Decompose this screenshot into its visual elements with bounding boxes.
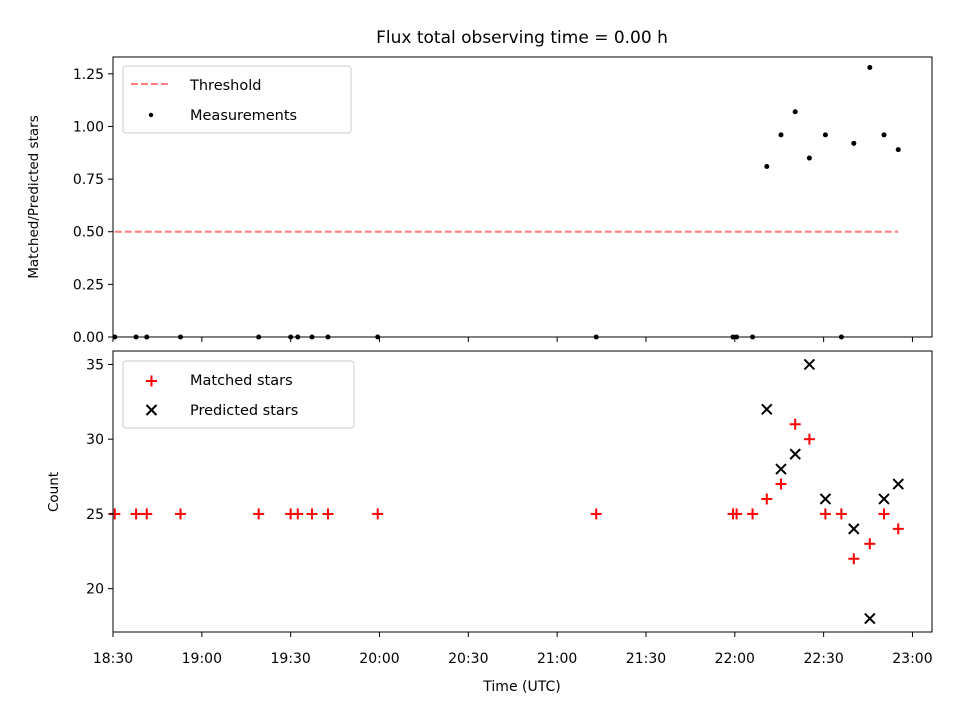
top-y-tick-label: 0.50 (73, 225, 104, 241)
predicted-star-marker (761, 403, 773, 415)
x-tick-label: 19:30 (270, 651, 310, 667)
top-legend-box (122, 65, 352, 134)
matched-star-marker (590, 508, 602, 520)
matched-star-marker (892, 523, 904, 535)
matched-star-marker (803, 433, 815, 445)
bottom-y-tick-label: 30 (86, 432, 104, 448)
x-tick-label: 21:30 (626, 651, 666, 667)
matched-star-marker (747, 508, 759, 520)
predicted-star-marker (803, 358, 816, 371)
bottom-y-tick-label: 25 (86, 507, 104, 523)
x-tick-label: 20:00 (359, 651, 399, 667)
matched-star-marker (789, 418, 801, 430)
predicted-star-marker (892, 478, 904, 490)
threshold-legend-label: Threshold (189, 78, 261, 94)
measurement-point (895, 147, 901, 153)
x-tick-label: 22:00 (715, 651, 755, 667)
bottom-y-ticks: 20 25 30 35 (86, 357, 113, 598)
matched-star-marker (306, 508, 318, 520)
x-tick-label: 21:00 (537, 651, 577, 667)
measurement-point (764, 163, 770, 169)
matched-star-marker (819, 508, 831, 520)
matched-star-marker (731, 508, 743, 520)
bottom-legend-box (122, 360, 355, 429)
matched-star-marker (835, 508, 847, 520)
x-axis-label: Time (UTC) (482, 679, 560, 695)
bottom-legend: Matched stars Predicted stars (122, 360, 355, 429)
matched-star-marker (175, 508, 187, 520)
measurement-point (822, 132, 828, 138)
bottom-subplot: 20 25 30 35 18:30 19:00 19:30 20:00 20:30 21:00 2… (46, 350, 933, 695)
top-y-tick-label: 1.25 (73, 67, 104, 83)
matched-star-marker (292, 508, 304, 520)
predicted-star-marker (878, 493, 890, 505)
predicted-stars-points (761, 358, 904, 625)
matched-legend-swatch (146, 375, 157, 387)
matched-star-marker (141, 508, 153, 520)
bottom-y-label: Count (46, 472, 62, 512)
x-tick-label: 22:30 (803, 651, 843, 667)
matched-stars-points (109, 418, 904, 565)
predicted-star-marker (864, 612, 876, 625)
bottom-y-tick-label: 20 (86, 582, 104, 598)
matched-star-marker (130, 508, 142, 520)
predicted-legend-swatch (145, 404, 158, 416)
top-title: Flux total observing time = 0.00 h (376, 28, 668, 48)
top-y-tick-label: 0.25 (73, 277, 104, 293)
top-y-tick-label: 0.00 (73, 330, 104, 346)
matched-star-marker (848, 553, 860, 565)
bottom-y-tick-label: 35 (86, 357, 104, 373)
matched-star-marker (864, 538, 876, 550)
top-y-tick-label: 1.00 (73, 119, 104, 135)
matched-star-marker (761, 493, 773, 505)
matched-star-marker (322, 508, 334, 520)
matched-legend-label: Matched stars (190, 373, 293, 389)
measurements-legend-label: Measurements (190, 108, 297, 124)
predicted-star-marker (775, 463, 787, 475)
x-tick-label: 19:00 (182, 651, 222, 667)
measurement-point (851, 140, 857, 146)
bottom-x-ticks: 18:30 19:00 19:30 20:00 20:30 21:00 21:30 22:00… (93, 632, 933, 667)
top-y-ticks: 0.00 0.25 0.50 0.75 1.00 1.25 (73, 67, 113, 346)
predicted-legend-label: Predicted stars (190, 403, 298, 419)
top-subplot: 0.00 0.25 0.50 0.75 1.00 1.25 Flux total obse… (26, 28, 933, 346)
measurement-point (867, 65, 873, 71)
predicted-star-marker (789, 448, 801, 460)
predicted-star-marker (848, 523, 860, 535)
top-y-label: Matched/Predicted stars (26, 115, 42, 278)
measurement-point (778, 132, 784, 138)
predicted-star-marker (819, 493, 832, 505)
top-y-tick-label: 0.75 (73, 172, 104, 188)
matched-star-marker (878, 508, 890, 520)
x-tick-label: 18:30 (93, 651, 133, 667)
x-tick-label: 20:30 (448, 651, 488, 667)
top-legend: Threshold Measurements (122, 65, 352, 134)
top-x-ticks (112, 337, 913, 342)
matched-star-marker (253, 508, 265, 520)
measurement-point (792, 109, 798, 115)
measurement-point (881, 132, 887, 138)
bottom-axes-frame (112, 350, 933, 633)
x-tick-label: 23:00 (892, 651, 932, 667)
measurements-legend-swatch (148, 112, 154, 118)
matched-star-marker (775, 478, 787, 490)
matched-star-marker (372, 508, 384, 520)
top-axes-frame (112, 56, 933, 338)
measurement-point (806, 155, 812, 161)
